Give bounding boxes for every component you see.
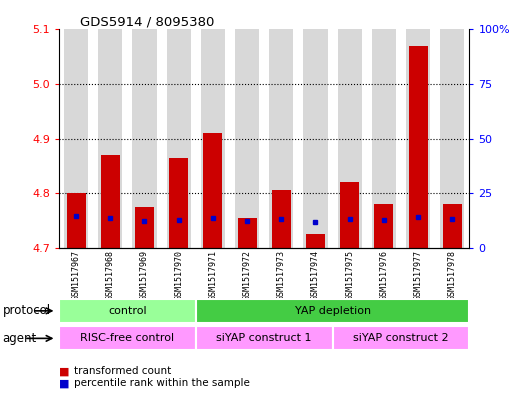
Bar — [332, 326, 469, 351]
Text: agent: agent — [3, 332, 37, 345]
Text: GSM1517970: GSM1517970 — [174, 250, 183, 300]
Text: siYAP construct 2: siYAP construct 2 — [353, 333, 449, 343]
Text: ■: ■ — [59, 366, 69, 376]
Bar — [101, 155, 120, 248]
Text: GSM1517977: GSM1517977 — [413, 250, 423, 300]
Bar — [59, 326, 196, 351]
Text: GSM1517974: GSM1517974 — [311, 250, 320, 300]
Text: GSM1517972: GSM1517972 — [243, 250, 251, 300]
Bar — [440, 29, 464, 248]
Text: GSM1517973: GSM1517973 — [277, 250, 286, 300]
Bar — [272, 190, 291, 248]
Bar — [306, 234, 325, 248]
Bar — [196, 326, 332, 351]
Text: GSM1517969: GSM1517969 — [140, 250, 149, 300]
Bar — [169, 158, 188, 248]
Bar — [98, 29, 123, 248]
Text: GSM1517967: GSM1517967 — [72, 250, 81, 300]
Bar — [374, 204, 393, 248]
Text: RISC-free control: RISC-free control — [81, 333, 174, 343]
Bar — [409, 46, 427, 248]
Bar — [167, 29, 191, 248]
Text: GDS5914 / 8095380: GDS5914 / 8095380 — [80, 15, 214, 28]
Text: ■: ■ — [59, 378, 69, 388]
Bar — [135, 207, 154, 248]
Bar — [196, 299, 469, 323]
Text: control: control — [108, 306, 147, 316]
Text: GSM1517976: GSM1517976 — [380, 250, 388, 300]
Bar — [59, 299, 196, 323]
Bar — [269, 29, 293, 248]
Bar — [201, 29, 225, 248]
Bar — [303, 29, 328, 248]
Text: YAP depletion: YAP depletion — [294, 306, 371, 316]
Text: GSM1517975: GSM1517975 — [345, 250, 354, 300]
Bar — [443, 204, 462, 248]
Bar — [204, 133, 222, 248]
Text: siYAP construct 1: siYAP construct 1 — [216, 333, 312, 343]
Bar — [132, 29, 156, 248]
Bar — [406, 29, 430, 248]
Text: transformed count: transformed count — [74, 366, 172, 376]
Bar — [340, 182, 359, 248]
Bar — [235, 29, 259, 248]
Bar — [64, 29, 88, 248]
Bar — [67, 193, 86, 248]
Bar — [238, 218, 256, 248]
Text: GSM1517978: GSM1517978 — [448, 250, 457, 300]
Text: protocol: protocol — [3, 304, 51, 318]
Bar — [338, 29, 362, 248]
Text: GSM1517971: GSM1517971 — [208, 250, 218, 300]
Text: percentile rank within the sample: percentile rank within the sample — [74, 378, 250, 388]
Text: GSM1517968: GSM1517968 — [106, 250, 115, 300]
Bar — [372, 29, 396, 248]
